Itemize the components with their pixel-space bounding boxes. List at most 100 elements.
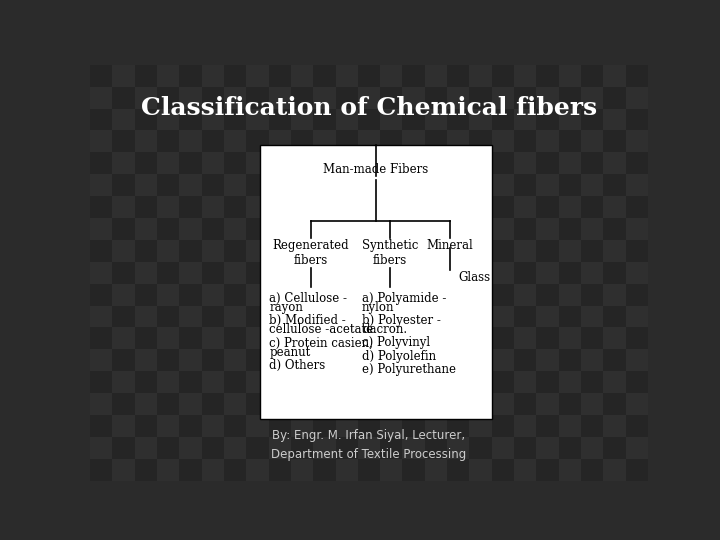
Bar xyxy=(336,371,358,393)
Bar xyxy=(626,371,648,393)
Bar xyxy=(581,371,603,393)
Bar xyxy=(157,437,179,458)
Bar xyxy=(447,458,469,481)
Bar xyxy=(313,196,336,218)
Bar xyxy=(380,218,402,240)
Bar xyxy=(336,284,358,306)
Bar xyxy=(291,327,313,349)
Bar xyxy=(581,240,603,262)
Bar xyxy=(402,174,425,196)
Bar xyxy=(202,371,224,393)
Bar xyxy=(313,306,336,327)
Bar xyxy=(269,371,291,393)
Bar xyxy=(380,131,402,152)
Bar xyxy=(112,196,135,218)
Bar xyxy=(112,437,135,458)
Bar xyxy=(626,196,648,218)
Bar xyxy=(246,152,269,174)
Bar xyxy=(380,437,402,458)
Bar xyxy=(603,262,626,284)
Bar xyxy=(492,458,514,481)
Bar xyxy=(269,415,291,437)
Bar xyxy=(536,240,559,262)
Bar xyxy=(112,87,135,109)
Bar xyxy=(202,327,224,349)
Bar xyxy=(447,109,469,131)
Bar xyxy=(447,349,469,371)
Bar xyxy=(157,393,179,415)
Bar xyxy=(336,393,358,415)
Bar xyxy=(536,262,559,284)
Bar xyxy=(246,393,269,415)
Bar xyxy=(135,371,157,393)
Bar xyxy=(313,240,336,262)
Bar xyxy=(559,131,581,152)
Bar xyxy=(536,327,559,349)
Bar xyxy=(135,437,157,458)
Bar xyxy=(336,109,358,131)
Bar xyxy=(246,284,269,306)
Bar xyxy=(559,174,581,196)
Bar xyxy=(224,87,246,109)
Bar xyxy=(603,109,626,131)
Bar xyxy=(425,437,447,458)
Bar xyxy=(202,262,224,284)
Bar xyxy=(469,152,492,174)
Bar xyxy=(90,87,112,109)
Bar xyxy=(447,371,469,393)
Bar xyxy=(559,196,581,218)
Bar xyxy=(291,174,313,196)
Bar xyxy=(514,458,536,481)
Bar xyxy=(112,284,135,306)
Bar xyxy=(336,174,358,196)
Text: Regenerated
fibers: Regenerated fibers xyxy=(273,239,349,267)
Bar xyxy=(492,87,514,109)
Bar xyxy=(202,393,224,415)
Bar xyxy=(157,349,179,371)
Bar xyxy=(626,152,648,174)
Bar xyxy=(135,218,157,240)
Bar xyxy=(202,415,224,437)
Bar xyxy=(224,415,246,437)
Bar xyxy=(269,284,291,306)
Bar xyxy=(135,393,157,415)
Bar xyxy=(179,87,202,109)
Bar xyxy=(202,174,224,196)
Bar xyxy=(626,109,648,131)
Bar xyxy=(112,109,135,131)
Bar xyxy=(380,284,402,306)
Bar xyxy=(581,174,603,196)
Bar xyxy=(246,65,269,87)
Bar xyxy=(269,458,291,481)
Bar xyxy=(492,152,514,174)
Bar xyxy=(603,327,626,349)
Bar xyxy=(157,87,179,109)
Bar xyxy=(135,109,157,131)
Bar xyxy=(380,327,402,349)
Bar xyxy=(179,393,202,415)
Bar xyxy=(581,327,603,349)
Bar xyxy=(358,437,380,458)
Bar xyxy=(380,65,402,87)
Bar xyxy=(224,218,246,240)
Bar xyxy=(90,218,112,240)
Bar xyxy=(536,174,559,196)
Bar xyxy=(536,87,559,109)
Bar xyxy=(269,393,291,415)
Bar xyxy=(336,327,358,349)
Text: b) Polyester -: b) Polyester - xyxy=(362,314,441,327)
Bar xyxy=(224,262,246,284)
Bar xyxy=(402,415,425,437)
Bar xyxy=(246,262,269,284)
Bar xyxy=(157,218,179,240)
Bar xyxy=(402,284,425,306)
Bar xyxy=(179,65,202,87)
Bar xyxy=(469,196,492,218)
Bar xyxy=(402,306,425,327)
Bar xyxy=(447,152,469,174)
Bar xyxy=(514,262,536,284)
Bar xyxy=(626,262,648,284)
Bar xyxy=(90,131,112,152)
Bar xyxy=(336,262,358,284)
Bar xyxy=(246,437,269,458)
